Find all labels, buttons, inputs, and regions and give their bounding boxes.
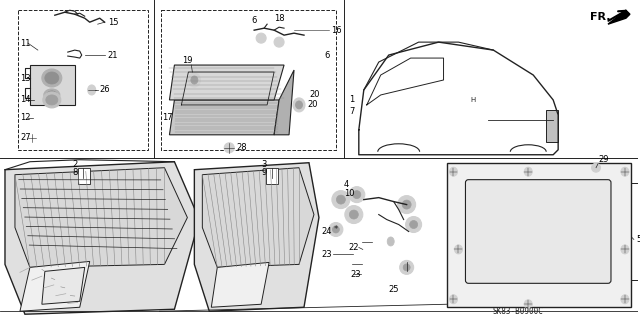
Polygon shape: [195, 163, 319, 311]
Polygon shape: [5, 162, 199, 314]
Text: 11: 11: [20, 39, 31, 48]
Polygon shape: [170, 65, 284, 100]
Ellipse shape: [188, 73, 200, 87]
Ellipse shape: [296, 101, 303, 109]
Ellipse shape: [621, 295, 629, 304]
Text: 9: 9: [261, 168, 266, 177]
Bar: [447, 163, 631, 307]
Ellipse shape: [44, 89, 60, 101]
Ellipse shape: [47, 91, 57, 99]
Ellipse shape: [410, 220, 418, 228]
Text: 10: 10: [344, 189, 355, 198]
Text: 7: 7: [349, 108, 354, 116]
Ellipse shape: [449, 295, 458, 304]
Ellipse shape: [406, 217, 422, 233]
Ellipse shape: [293, 98, 305, 112]
Text: 23: 23: [321, 250, 332, 259]
Text: 1: 1: [349, 95, 354, 104]
Ellipse shape: [454, 245, 463, 254]
Text: 13: 13: [20, 73, 31, 83]
Polygon shape: [15, 168, 188, 267]
Ellipse shape: [274, 37, 284, 47]
Ellipse shape: [45, 72, 59, 84]
Ellipse shape: [88, 85, 96, 95]
Text: 4: 4: [344, 180, 349, 189]
Polygon shape: [608, 10, 630, 24]
Ellipse shape: [621, 245, 629, 254]
Polygon shape: [170, 100, 279, 135]
Text: 21: 21: [108, 51, 118, 60]
Ellipse shape: [332, 226, 339, 233]
Text: 8: 8: [73, 168, 78, 177]
Text: *: *: [334, 225, 338, 234]
Text: 25: 25: [388, 285, 399, 294]
Text: 23: 23: [351, 270, 362, 279]
Ellipse shape: [524, 167, 532, 176]
Bar: [266, 168, 278, 184]
Ellipse shape: [524, 300, 532, 309]
Ellipse shape: [332, 191, 350, 209]
Bar: [18, 10, 147, 150]
Polygon shape: [211, 263, 269, 307]
Text: 5: 5: [636, 235, 640, 244]
Text: 14: 14: [20, 95, 31, 104]
FancyBboxPatch shape: [465, 180, 611, 283]
Text: SK83-B0900C: SK83-B0900C: [493, 307, 544, 316]
Polygon shape: [202, 168, 314, 267]
Text: 28: 28: [236, 143, 247, 152]
Bar: [30, 65, 75, 105]
Ellipse shape: [329, 223, 343, 236]
Text: 2: 2: [73, 160, 78, 169]
Text: 17: 17: [163, 113, 173, 122]
Polygon shape: [274, 70, 294, 135]
Text: 15: 15: [108, 18, 118, 27]
Text: 24: 24: [321, 227, 332, 236]
Bar: [161, 10, 336, 150]
Ellipse shape: [337, 195, 346, 204]
Bar: [546, 110, 558, 142]
Ellipse shape: [387, 237, 394, 246]
Ellipse shape: [449, 167, 458, 176]
Ellipse shape: [353, 191, 361, 199]
Text: 6: 6: [251, 16, 257, 25]
Ellipse shape: [224, 143, 234, 153]
Ellipse shape: [621, 167, 629, 176]
Polygon shape: [42, 267, 84, 304]
Text: 18: 18: [274, 14, 285, 23]
Text: 20: 20: [309, 91, 319, 100]
Text: 29: 29: [598, 155, 609, 164]
Ellipse shape: [256, 33, 266, 43]
Text: 26: 26: [100, 85, 110, 94]
Ellipse shape: [349, 210, 358, 219]
Text: 16: 16: [331, 26, 342, 35]
Ellipse shape: [397, 196, 415, 213]
Text: 3: 3: [261, 160, 266, 169]
Text: H: H: [471, 97, 476, 103]
Text: 27: 27: [20, 133, 31, 142]
Ellipse shape: [402, 200, 411, 209]
Text: 19: 19: [182, 56, 193, 64]
Ellipse shape: [403, 264, 410, 271]
Ellipse shape: [399, 260, 413, 274]
Ellipse shape: [345, 205, 363, 224]
Bar: [77, 168, 90, 184]
Ellipse shape: [591, 163, 600, 172]
Polygon shape: [20, 261, 90, 311]
Text: 20: 20: [307, 100, 317, 109]
Ellipse shape: [349, 187, 365, 203]
Ellipse shape: [43, 92, 61, 108]
Ellipse shape: [42, 69, 62, 87]
Text: FR.: FR.: [590, 12, 611, 22]
Text: 22: 22: [349, 243, 359, 252]
Text: 12: 12: [20, 113, 31, 122]
Ellipse shape: [191, 76, 198, 84]
Text: 6: 6: [324, 51, 330, 60]
Ellipse shape: [46, 95, 58, 105]
